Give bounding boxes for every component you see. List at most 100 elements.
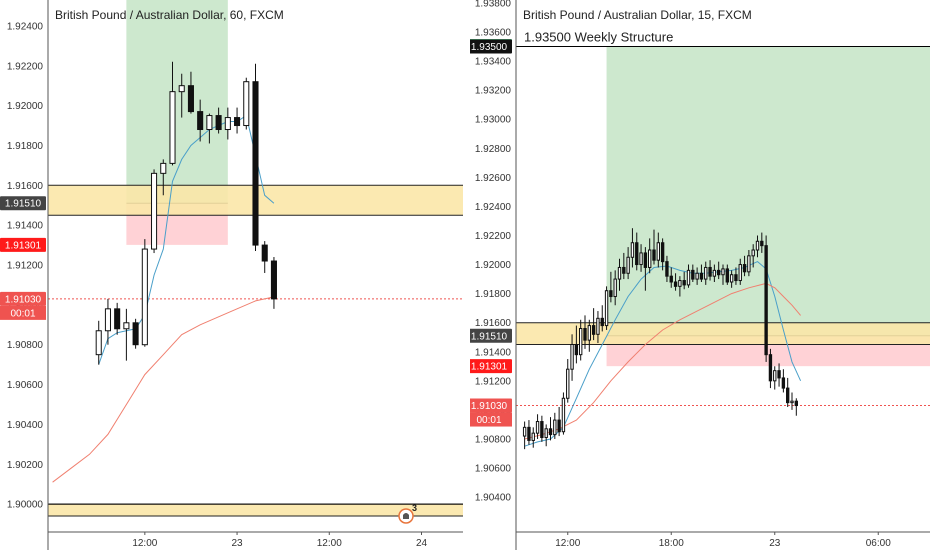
candle-body bbox=[169, 91, 176, 164]
candle bbox=[561, 392, 566, 435]
candle bbox=[187, 71, 194, 114]
candle bbox=[708, 260, 712, 281]
y-tick-label: 1.90600 bbox=[7, 380, 44, 391]
candle-body bbox=[613, 278, 617, 298]
candle-body bbox=[773, 370, 777, 382]
candle-body bbox=[777, 370, 781, 379]
candle bbox=[206, 113, 213, 144]
candle-body bbox=[261, 244, 268, 262]
candle bbox=[169, 61, 176, 166]
candle-body bbox=[786, 387, 790, 404]
candle-body bbox=[669, 275, 673, 283]
candle-body bbox=[673, 281, 678, 287]
price-badge: 1.91301 bbox=[0, 237, 46, 252]
candle-body bbox=[579, 328, 583, 356]
x-tick-label: 06:00 bbox=[866, 538, 891, 549]
price-badge-label: 1.91301 bbox=[471, 362, 508, 373]
x-tick-label: 12:00 bbox=[317, 538, 342, 549]
candle-body bbox=[557, 419, 561, 433]
y-tick-label: 1.93000 bbox=[475, 115, 512, 126]
panel-divider bbox=[465, 0, 470, 550]
candle-body bbox=[639, 252, 643, 266]
candle-body bbox=[622, 266, 626, 274]
price-badge-label: 1.91030 bbox=[471, 401, 508, 412]
candle bbox=[261, 241, 268, 273]
candle-body bbox=[591, 325, 596, 335]
candle bbox=[635, 232, 639, 271]
candle-body bbox=[781, 377, 786, 389]
candle bbox=[725, 264, 729, 285]
candle-body bbox=[704, 266, 708, 280]
candle bbox=[686, 264, 691, 288]
candle bbox=[781, 369, 786, 393]
candle bbox=[234, 107, 241, 134]
price-badge-label: 1.91510 bbox=[5, 199, 42, 210]
chart-panel-h1: 1.92400 1.92200 1.92000 1.91800 1.91600 1.914… bbox=[0, 0, 463, 550]
y-tick-label: 1.93800 bbox=[475, 0, 512, 9]
y-tick-label: 1.92200 bbox=[7, 61, 44, 72]
candle-body bbox=[682, 280, 686, 286]
candle-body bbox=[114, 308, 121, 330]
candle bbox=[742, 255, 747, 277]
candle bbox=[178, 73, 185, 118]
candle bbox=[570, 334, 574, 381]
candle-body bbox=[751, 249, 755, 257]
candle-body bbox=[123, 322, 130, 330]
candle-body bbox=[656, 242, 660, 261]
candle bbox=[574, 325, 579, 364]
zone-supply bbox=[516, 322, 930, 345]
candle bbox=[669, 267, 673, 288]
y-tick-label: 1.90000 bbox=[7, 500, 44, 511]
price-badge-label: 1.93500 bbox=[471, 42, 508, 53]
candle-body bbox=[708, 266, 712, 277]
candle bbox=[777, 363, 781, 387]
candle bbox=[747, 250, 751, 277]
candle-body bbox=[206, 115, 213, 131]
candle-body bbox=[104, 308, 111, 332]
price-badge: 1.91030 00:01 bbox=[0, 291, 46, 320]
candle bbox=[579, 319, 583, 361]
candle bbox=[591, 308, 596, 341]
y-tick-label: 1.90200 bbox=[7, 460, 44, 471]
alert-icon-bell bbox=[403, 513, 409, 519]
candle-body bbox=[566, 368, 570, 399]
candle bbox=[252, 63, 259, 252]
candle bbox=[548, 417, 553, 441]
candle bbox=[755, 235, 760, 258]
price-badge-bg bbox=[0, 196, 46, 211]
candle-body bbox=[699, 272, 704, 280]
candle bbox=[95, 320, 102, 365]
candle bbox=[132, 318, 139, 349]
candle bbox=[604, 286, 609, 330]
candle bbox=[540, 415, 544, 442]
candle-body bbox=[187, 85, 194, 113]
candle-body bbox=[695, 272, 699, 280]
candle-body bbox=[224, 117, 231, 131]
candle-body bbox=[160, 162, 167, 174]
candle-body bbox=[609, 290, 613, 298]
y-tick-label: 1.91400 bbox=[7, 221, 44, 232]
candle bbox=[566, 359, 570, 403]
candle-body bbox=[660, 242, 665, 263]
candle-body bbox=[712, 269, 717, 277]
candle bbox=[773, 366, 777, 390]
candle-body bbox=[132, 322, 139, 346]
candle bbox=[660, 238, 665, 271]
x-tick-label: 12:00 bbox=[555, 538, 580, 549]
candle-body bbox=[596, 317, 600, 335]
price-badge-bg bbox=[466, 328, 512, 343]
alert-count: 3 bbox=[412, 503, 417, 513]
y-tick-label: 1.90400 bbox=[475, 493, 512, 504]
candle bbox=[786, 377, 790, 407]
candle bbox=[738, 258, 742, 285]
y-tick-label: 1.92000 bbox=[7, 101, 44, 112]
candle bbox=[141, 239, 148, 347]
zone-target bbox=[606, 46, 930, 336]
candle bbox=[613, 270, 617, 306]
candle bbox=[114, 302, 121, 335]
x-tick-label: 12:00 bbox=[132, 538, 157, 549]
candle bbox=[587, 319, 591, 352]
candle-body bbox=[626, 256, 630, 274]
candle-body bbox=[652, 249, 656, 261]
candle bbox=[673, 273, 678, 291]
